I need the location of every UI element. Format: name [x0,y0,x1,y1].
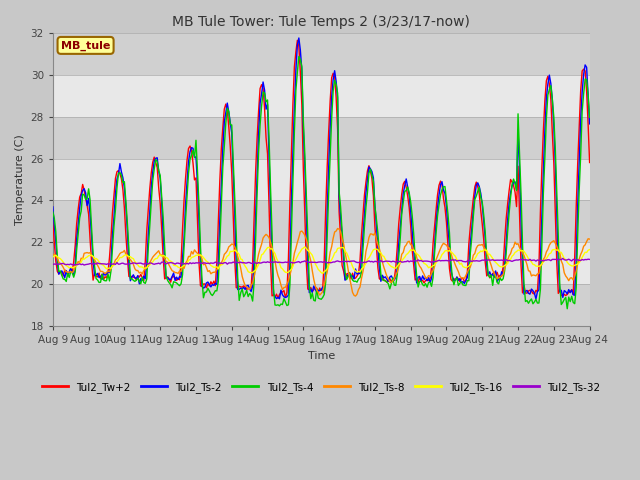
Bar [53,158,589,201]
Bar [53,33,589,75]
Bar [53,75,589,117]
Bar [53,242,589,284]
Title: MB Tule Tower: Tule Temps 2 (3/23/17-now): MB Tule Tower: Tule Temps 2 (3/23/17-now… [172,15,470,29]
Text: MB_tule: MB_tule [61,40,110,50]
Bar [53,117,589,158]
Y-axis label: Temperature (C): Temperature (C) [15,134,25,225]
Legend: Tul2_Tw+2, Tul2_Ts-2, Tul2_Ts-4, Tul2_Ts-8, Tul2_Ts-16, Tul2_Ts-32: Tul2_Tw+2, Tul2_Ts-2, Tul2_Ts-4, Tul2_Ts… [38,378,605,397]
X-axis label: Time: Time [308,351,335,360]
Bar [53,201,589,242]
Bar [53,284,589,326]
